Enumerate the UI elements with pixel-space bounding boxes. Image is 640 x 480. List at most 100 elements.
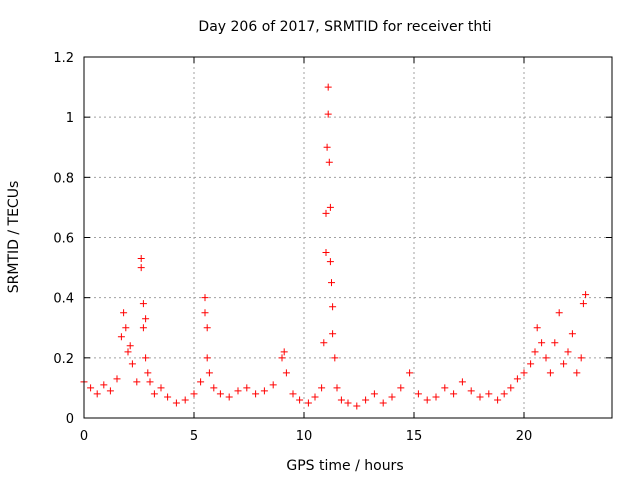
data-point: [150, 390, 158, 398]
x-tick-label: 5: [190, 429, 198, 444]
data-point: [296, 396, 304, 404]
data-point: [513, 375, 521, 383]
data-point: [520, 369, 528, 377]
data-point: [546, 369, 554, 377]
x-tick-label: 10: [296, 429, 313, 444]
data-point: [289, 390, 297, 398]
data-point: [133, 378, 141, 386]
data-point: [282, 369, 290, 377]
data-point: [164, 393, 172, 401]
plot-frame: [83, 56, 613, 419]
data-point: [304, 399, 312, 407]
data-point: [507, 384, 515, 392]
data-point: [318, 384, 326, 392]
data-point: [205, 369, 213, 377]
data-point: [144, 369, 152, 377]
data-point: [322, 249, 330, 257]
data-point: [243, 384, 251, 392]
data-point: [280, 348, 288, 356]
data-point: [324, 83, 332, 91]
data-point: [441, 384, 449, 392]
y-tick-label: 1: [66, 111, 74, 126]
data-point: [120, 309, 128, 317]
data-point: [458, 378, 466, 386]
data-point: [379, 399, 387, 407]
data-point: [500, 390, 508, 398]
data-point: [329, 303, 337, 311]
data-point: [467, 387, 475, 395]
data-point: [533, 324, 541, 332]
data-point: [577, 354, 585, 362]
data-point: [216, 390, 224, 398]
data-point: [157, 384, 165, 392]
y-tick-label: 0.6: [53, 232, 74, 247]
data-point: [137, 264, 145, 272]
data-point: [117, 333, 125, 341]
data-point: [450, 390, 458, 398]
data-point: [551, 339, 559, 347]
data-point: [269, 381, 277, 389]
data-point: [252, 390, 260, 398]
data-point: [113, 375, 121, 383]
data-point: [397, 384, 405, 392]
data-point: [326, 203, 334, 211]
data-point: [139, 300, 147, 308]
x-axis: 0 5 10 15 20: [80, 57, 532, 444]
data-point: [353, 402, 361, 410]
data-point: [126, 342, 134, 350]
y-tick-label: 0.2: [53, 352, 74, 367]
x-tick-label: 0: [80, 429, 88, 444]
y-tick-label: 1.2: [53, 51, 74, 66]
data-point: [362, 396, 370, 404]
data-point: [333, 384, 341, 392]
data-point: [568, 330, 576, 338]
data-point: [87, 384, 95, 392]
y-tick-label: 0: [66, 412, 74, 427]
data-point: [573, 369, 581, 377]
data-point: [234, 387, 242, 395]
data-point: [582, 291, 590, 299]
data-point: [476, 393, 484, 401]
x-tick-label: 15: [406, 429, 423, 444]
data-point: [203, 324, 211, 332]
data-point: [203, 354, 211, 362]
y-axis: 0 0.2 0.4 0.6 0.8 1 1.2: [53, 51, 612, 427]
x-axis-title: GPS time / hours: [286, 458, 403, 474]
data-point: [388, 393, 396, 401]
data-point: [124, 348, 132, 356]
y-tick-label: 0.8: [53, 171, 74, 186]
data-point: [331, 354, 339, 362]
data-point: [542, 354, 550, 362]
data-point: [210, 384, 218, 392]
data-point: [142, 354, 150, 362]
data-point: [201, 309, 209, 317]
data-point: [432, 393, 440, 401]
data-point: [106, 387, 114, 395]
data-point: [531, 348, 539, 356]
data-point: [325, 158, 333, 166]
data-point: [320, 339, 328, 347]
data-point: [423, 396, 431, 404]
data-point: [324, 110, 332, 118]
data-point: [311, 393, 319, 401]
data-point: [225, 393, 233, 401]
chart-title: Day 206 of 2017, SRMTID for receiver tht…: [198, 19, 491, 35]
data-point: [172, 399, 180, 407]
data-point: [197, 378, 205, 386]
data-point: [137, 255, 145, 263]
data-point: [322, 209, 330, 217]
gridlines: [84, 57, 612, 418]
data-point: [527, 360, 535, 368]
data-point: [414, 390, 422, 398]
x-tick-label: 20: [516, 429, 533, 444]
data-point: [260, 387, 268, 395]
data-point: [100, 381, 108, 389]
data-point: [406, 369, 414, 377]
y-tick-label: 0.4: [53, 292, 74, 307]
data-point: [329, 330, 337, 338]
data-point: [122, 324, 130, 332]
data-point: [564, 348, 572, 356]
data-point: [337, 396, 345, 404]
